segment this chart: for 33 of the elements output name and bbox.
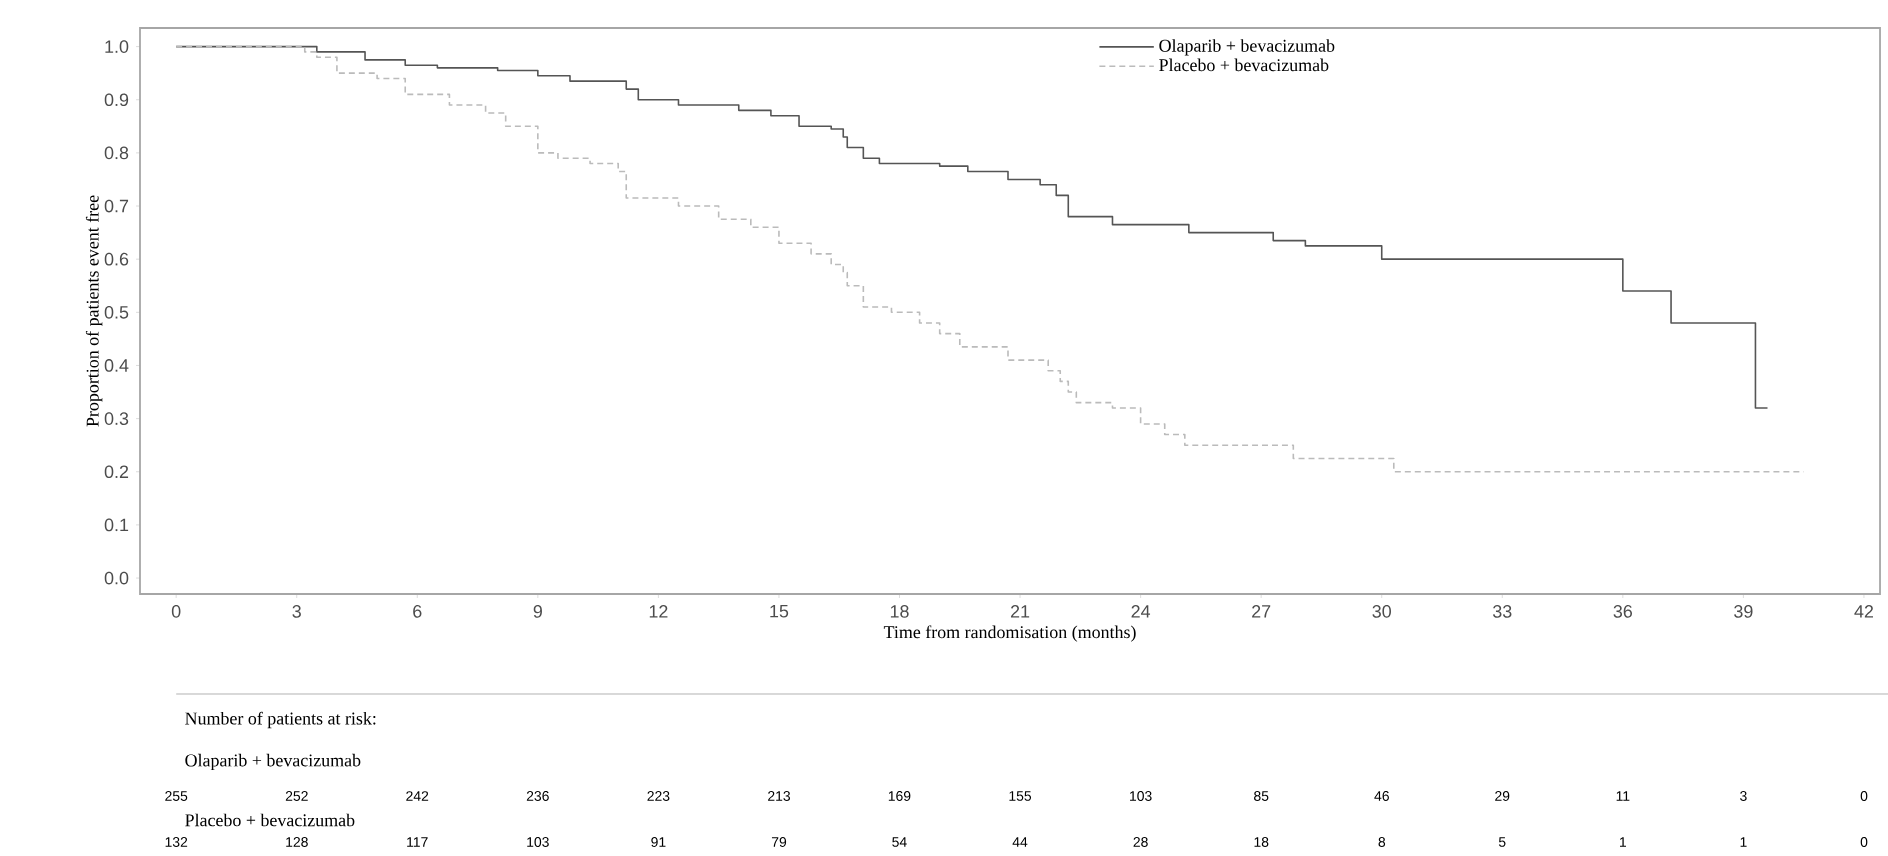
x-tick-label: 18 (890, 605, 909, 618)
text: Olaparib + bevacizumab (185, 753, 361, 771)
text: Number of patients at risk: (185, 711, 376, 729)
x-tick-label: 9 (533, 605, 542, 618)
y-tick-label: 0.4 (104, 359, 129, 372)
y-tick-label: 0.9 (104, 93, 129, 107)
y-tick-label: 0.1 (104, 518, 129, 532)
y-tick-label: 0.3 (104, 412, 129, 425)
y-tick-label: 0.2 (104, 465, 129, 479)
x-tick-label: 12 (649, 605, 668, 618)
x-tick-label: 15 (770, 605, 789, 618)
x-tick-label: 36 (1613, 605, 1633, 618)
y-tick-label: 0.0 (104, 571, 129, 585)
y-tick-label: 0.6 (104, 252, 129, 266)
x-tick-label: 21 (1010, 605, 1030, 618)
y-tick-label: 0.5 (104, 305, 129, 319)
y-axis-title: Proportion of patients event free (85, 195, 103, 427)
x-tick-label: 30 (1372, 605, 1391, 618)
x-tick-label: 42 (1854, 605, 1874, 618)
y-tick-label: 0.8 (104, 146, 129, 160)
x-axis-title: Time from randomisation (months) (883, 625, 1136, 642)
y-tick-label: 1.0 (105, 40, 129, 53)
text: Placebo + bevacizumab (185, 813, 355, 827)
legend-label: Olaparib + bevacizumab (1159, 39, 1335, 56)
x-tick-label: 6 (413, 605, 422, 618)
x-tick-label: 0 (171, 605, 181, 618)
x-tick-label: 33 (1492, 605, 1512, 618)
x-tick-label: 39 (1734, 605, 1753, 618)
x-tick-label: 24 (1131, 605, 1151, 618)
y-tick-label: 0.7 (104, 199, 129, 213)
x-tick-label: 3 (292, 605, 301, 618)
legend-label: Placebo + bevacizumab (1159, 58, 1329, 72)
x-tick-label: 27 (1252, 605, 1271, 618)
